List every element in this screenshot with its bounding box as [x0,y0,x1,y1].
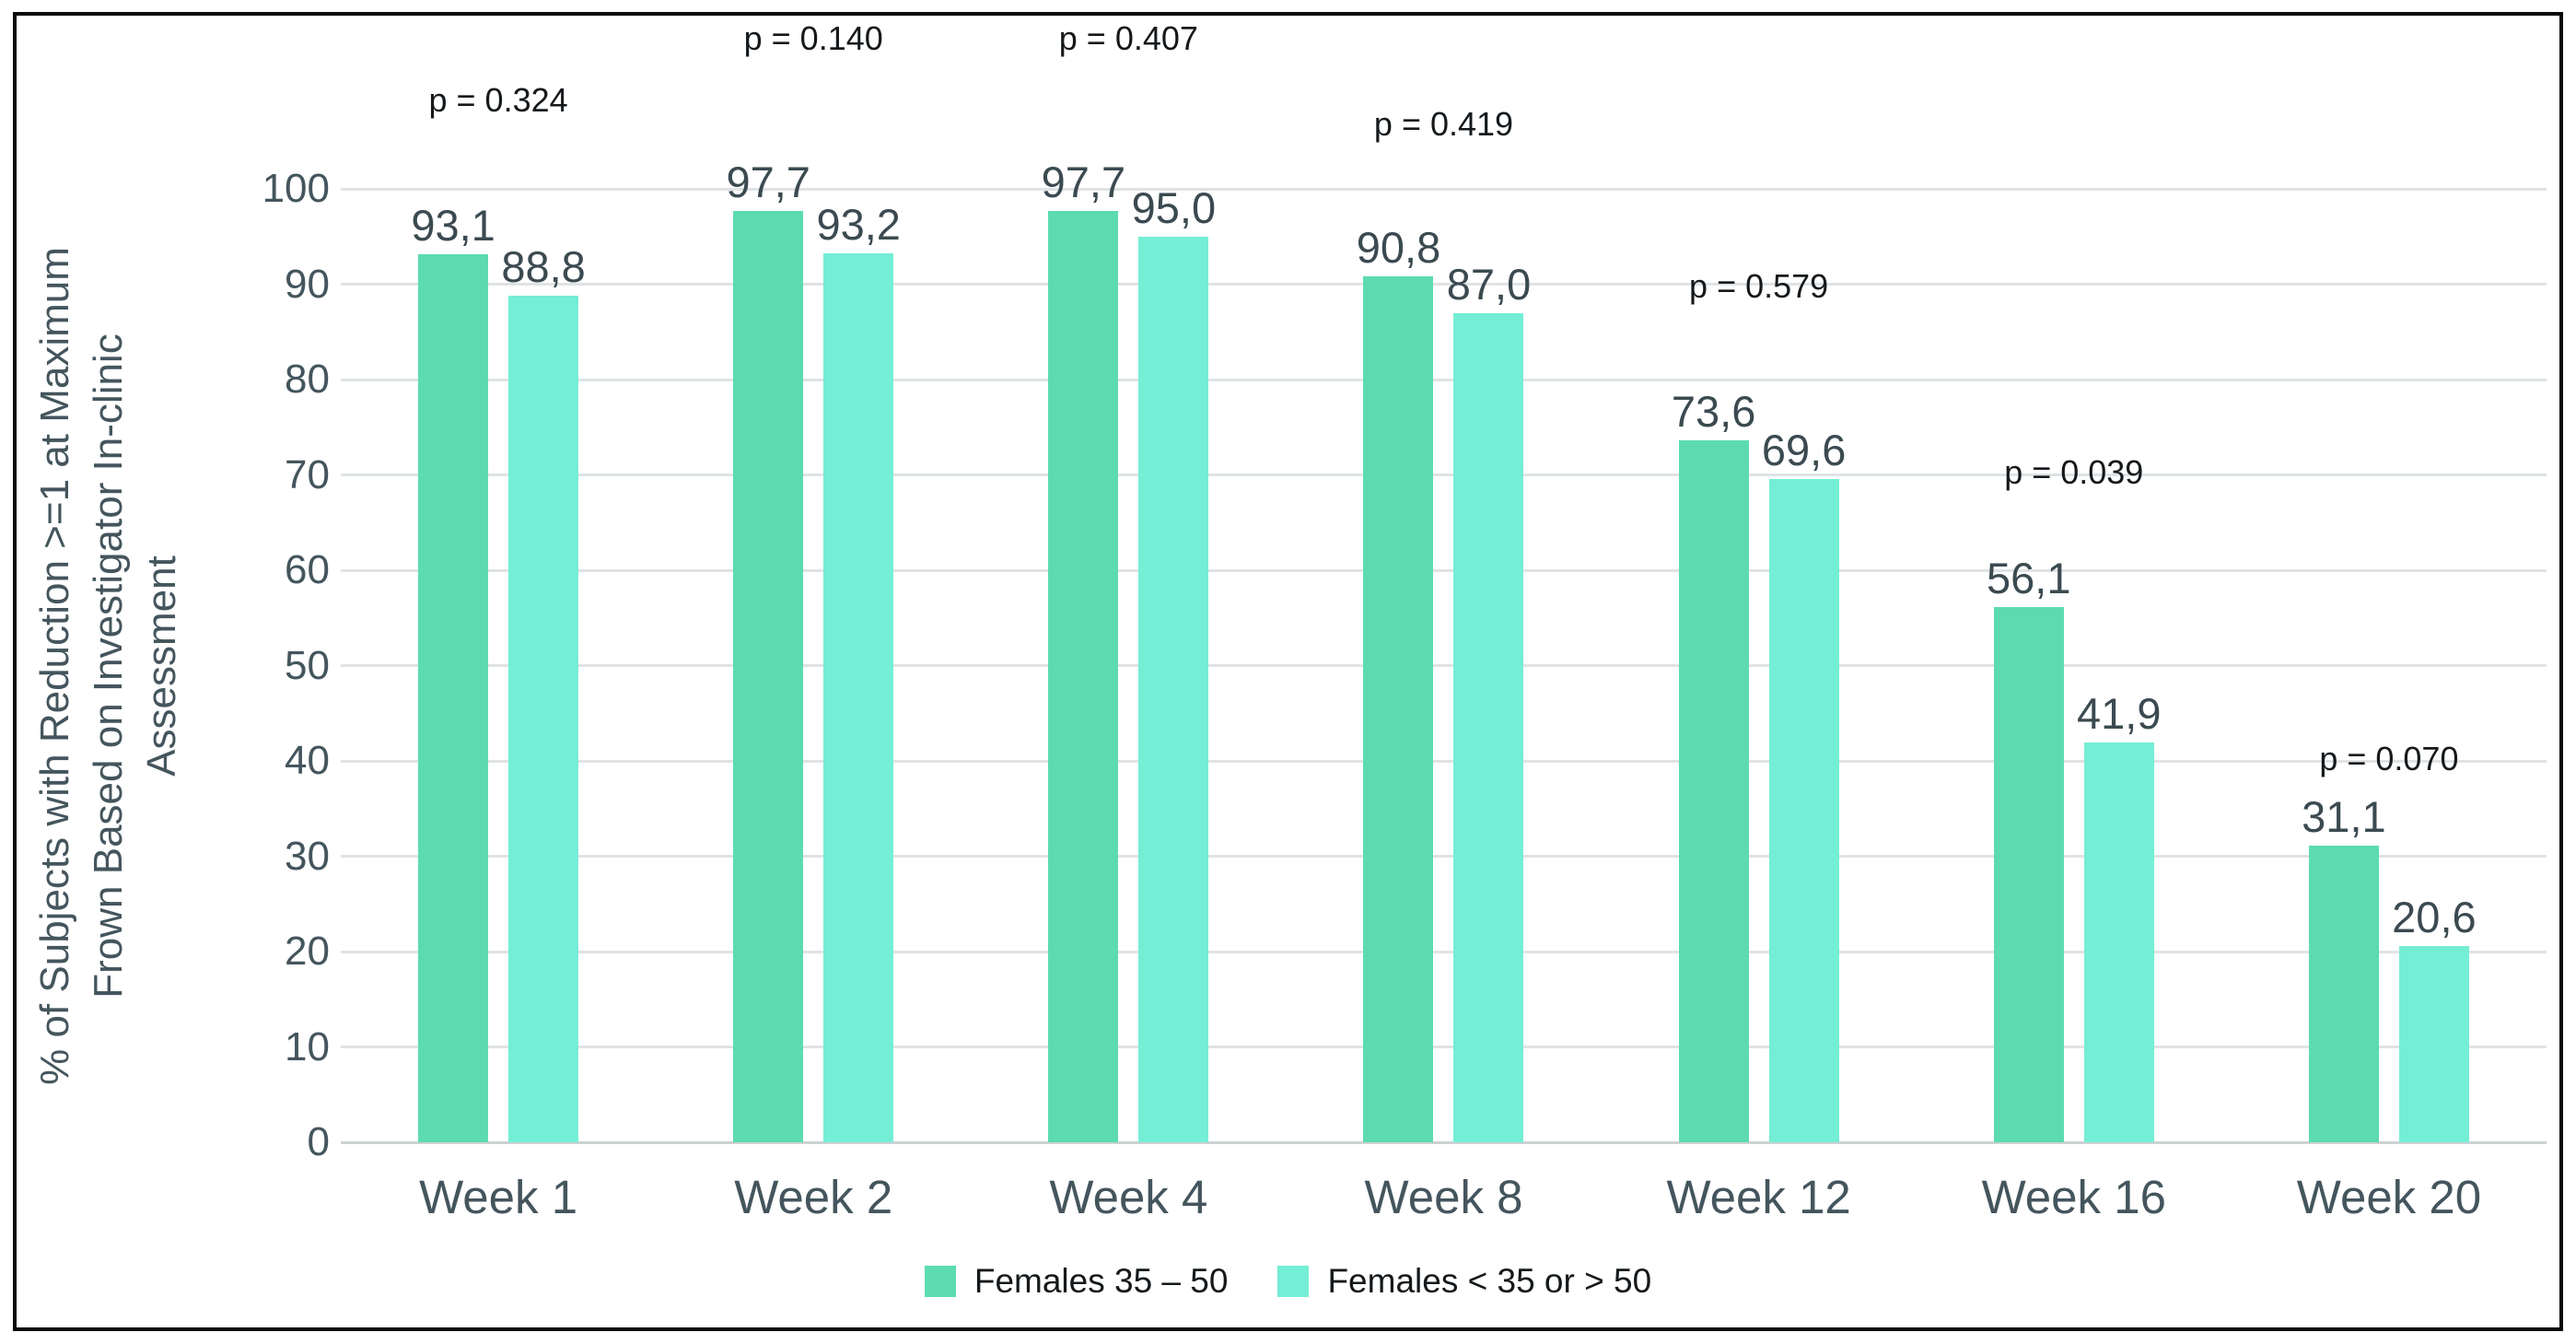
p-value-label-week-12: p = 0.579 [1689,267,1829,306]
y-axis-title: % of Subjects with Reduction >=1 at Maxi… [17,189,201,1142]
bar-series-1-week-4: 97,7 [1042,160,1125,1142]
p-value-label-week-16: p = 0.039 [2004,453,2144,492]
bar-value-label: 93,2 [816,200,901,250]
gridline-80 [341,378,2547,381]
y-tick-label-40: 40 [285,738,330,783]
bar-group-week-1: 93,1 88,8 p = 0.324 [341,84,656,1142]
bar-value-label: 95,0 [1131,182,1217,232]
bar-series-1-week-20: 31,1 [2302,795,2386,1142]
y-tick-label-20: 20 [285,929,330,974]
y-axis-tick-labels: 0 10 20 30 40 50 60 70 80 90 100 [201,169,341,1163]
bar-value-label: 69,6 [1761,425,1847,474]
bar-series-2-week-8: 87,0 [1447,263,1531,1142]
x-axis-label-week-20: Week 20 [2296,1171,2482,1223]
p-value-label-week-2: p = 0.140 [743,19,883,58]
figure-border-frame: % of Subjects with Reduction >=1 at Maxi… [13,12,2563,1331]
p-value-label-week-8: p = 0.419 [1373,105,1514,144]
x-axis-label-week-16: Week 16 [1981,1171,2166,1223]
bar-group-week-16: 56,1 41,9 p = 0.039 [1917,189,2232,1142]
gridline-30 [341,855,2547,858]
x-axis-label-week-1: Week 1 [419,1171,578,1223]
x-axis-labels: Week 1 Week 2 Week 4 Week 8 Week 12 Week 16 We… [341,1171,2547,1223]
bar-series-2-week-4: 95,0 [1132,186,1216,1142]
legend: Females 35 – 50 Females < 35 or > 50 [17,1264,2559,1298]
y-axis-title-line-1: % of Subjects with Reduction >=1 at Maxi… [31,246,77,1085]
gridline-10 [341,1046,2547,1048]
gridline-100 [341,187,2547,191]
gridline-60 [341,568,2547,572]
bar-value-label: 56,1 [1987,554,2071,603]
y-tick-label-70: 70 [285,451,330,497]
legend-item-1: Females 35 – 50 [924,1262,1229,1301]
gridline-70 [341,473,2547,476]
bar-series-2-week-12: 69,6 [1762,428,1846,1142]
bar-value-label: 88,8 [501,241,586,291]
bar-value-label: 73,6 [1671,387,1756,437]
bar-group-week-4: 97,7 95,0 p = 0.407 [971,22,1286,1142]
bar-value-label: 97,7 [1041,157,1126,206]
bar-series-1-week-12: 73,6 [1672,390,1755,1142]
x-axis-label-week-4: Week 4 [1049,1171,1208,1223]
y-tick-label-30: 30 [285,833,330,879]
legend-swatch-icon [924,1265,956,1297]
bar-groups: 93,1 88,8 p = 0.324 97,7 93,2 p = 0.140 97,7 95… [341,22,2547,1142]
legend-label: Females 35 – 50 [973,1262,1229,1301]
legend-swatch-icon [1277,1265,1310,1297]
bar-value-label: 87,0 [1446,259,1532,309]
gridline-50 [341,664,2547,667]
p-value-label-week-1: p = 0.324 [428,81,568,120]
legend-label: Females < 35 or > 50 [1327,1262,1652,1301]
bar-series-2-week-20: 20,6 [2392,895,2477,1142]
bar-series-1-week-8: 90,8 [1357,226,1440,1142]
bar-group-week-2: 97,7 93,2 p = 0.140 [656,22,971,1142]
chart-body: % of Subjects with Reduction >=1 at Maxi… [17,22,2559,1163]
y-axis-title-text: % of Subjects with Reduction >=1 at Maxi… [29,132,189,1200]
y-tick-label-0: 0 [307,1119,330,1164]
p-value-label-week-20: p = 0.070 [2319,739,2459,777]
x-axis-label-week-12: Week 12 [1666,1171,1851,1223]
bar-series-1-week-2: 97,7 [726,160,810,1142]
bar-value-label: 97,7 [726,157,810,206]
bar-group-week-8: 90,8 87,0 p = 0.419 [1286,108,1601,1142]
bar-series-2-week-1: 88,8 [501,245,586,1142]
bar-value-label: 90,8 [1356,223,1441,273]
y-tick-label-60: 60 [285,547,330,592]
plot-area: 93,1 88,8 p = 0.324 97,7 93,2 p = 0.140 97,7 95… [341,22,2547,1144]
y-tick-label-50: 50 [285,642,330,688]
y-tick-label-90: 90 [285,261,330,307]
bar-value-label: 93,1 [411,201,495,251]
y-axis-title-line-3: Assessment [139,555,185,777]
y-tick-label-100: 100 [262,166,330,211]
y-tick-label-10: 10 [285,1023,330,1069]
gridline-90 [341,283,2547,286]
y-tick-label-80: 80 [285,356,330,402]
bar-series-2-week-2: 93,2 [816,203,901,1142]
gridline-20 [341,950,2547,953]
bar-group-week-20: 31,1 20,6 p = 0.070 [2232,189,2547,1142]
bar-value-label: 41,9 [2077,689,2162,739]
bar-value-label: 20,6 [2392,892,2477,941]
x-axis-label-week-2: Week 2 [734,1171,893,1223]
legend-item-2: Females < 35 or > 50 [1277,1264,1651,1298]
gridline-0 [341,1140,2547,1144]
bar-value-label: 31,1 [2302,792,2386,842]
x-axis-label-week-8: Week 8 [1364,1171,1523,1223]
bar-series-2-week-16: 41,9 [2077,692,2162,1142]
bar-group-week-12: 73,6 69,6 p = 0.579 [1602,189,1917,1142]
bar-series-1-week-16: 56,1 [1987,556,2071,1142]
bar-series-1-week-1: 93,1 [411,204,495,1142]
p-value-label-week-4: p = 0.407 [1058,19,1198,58]
y-axis-title-line-2: Frown Based on Investigator In-clinic [85,333,131,999]
gridline-40 [341,759,2547,763]
